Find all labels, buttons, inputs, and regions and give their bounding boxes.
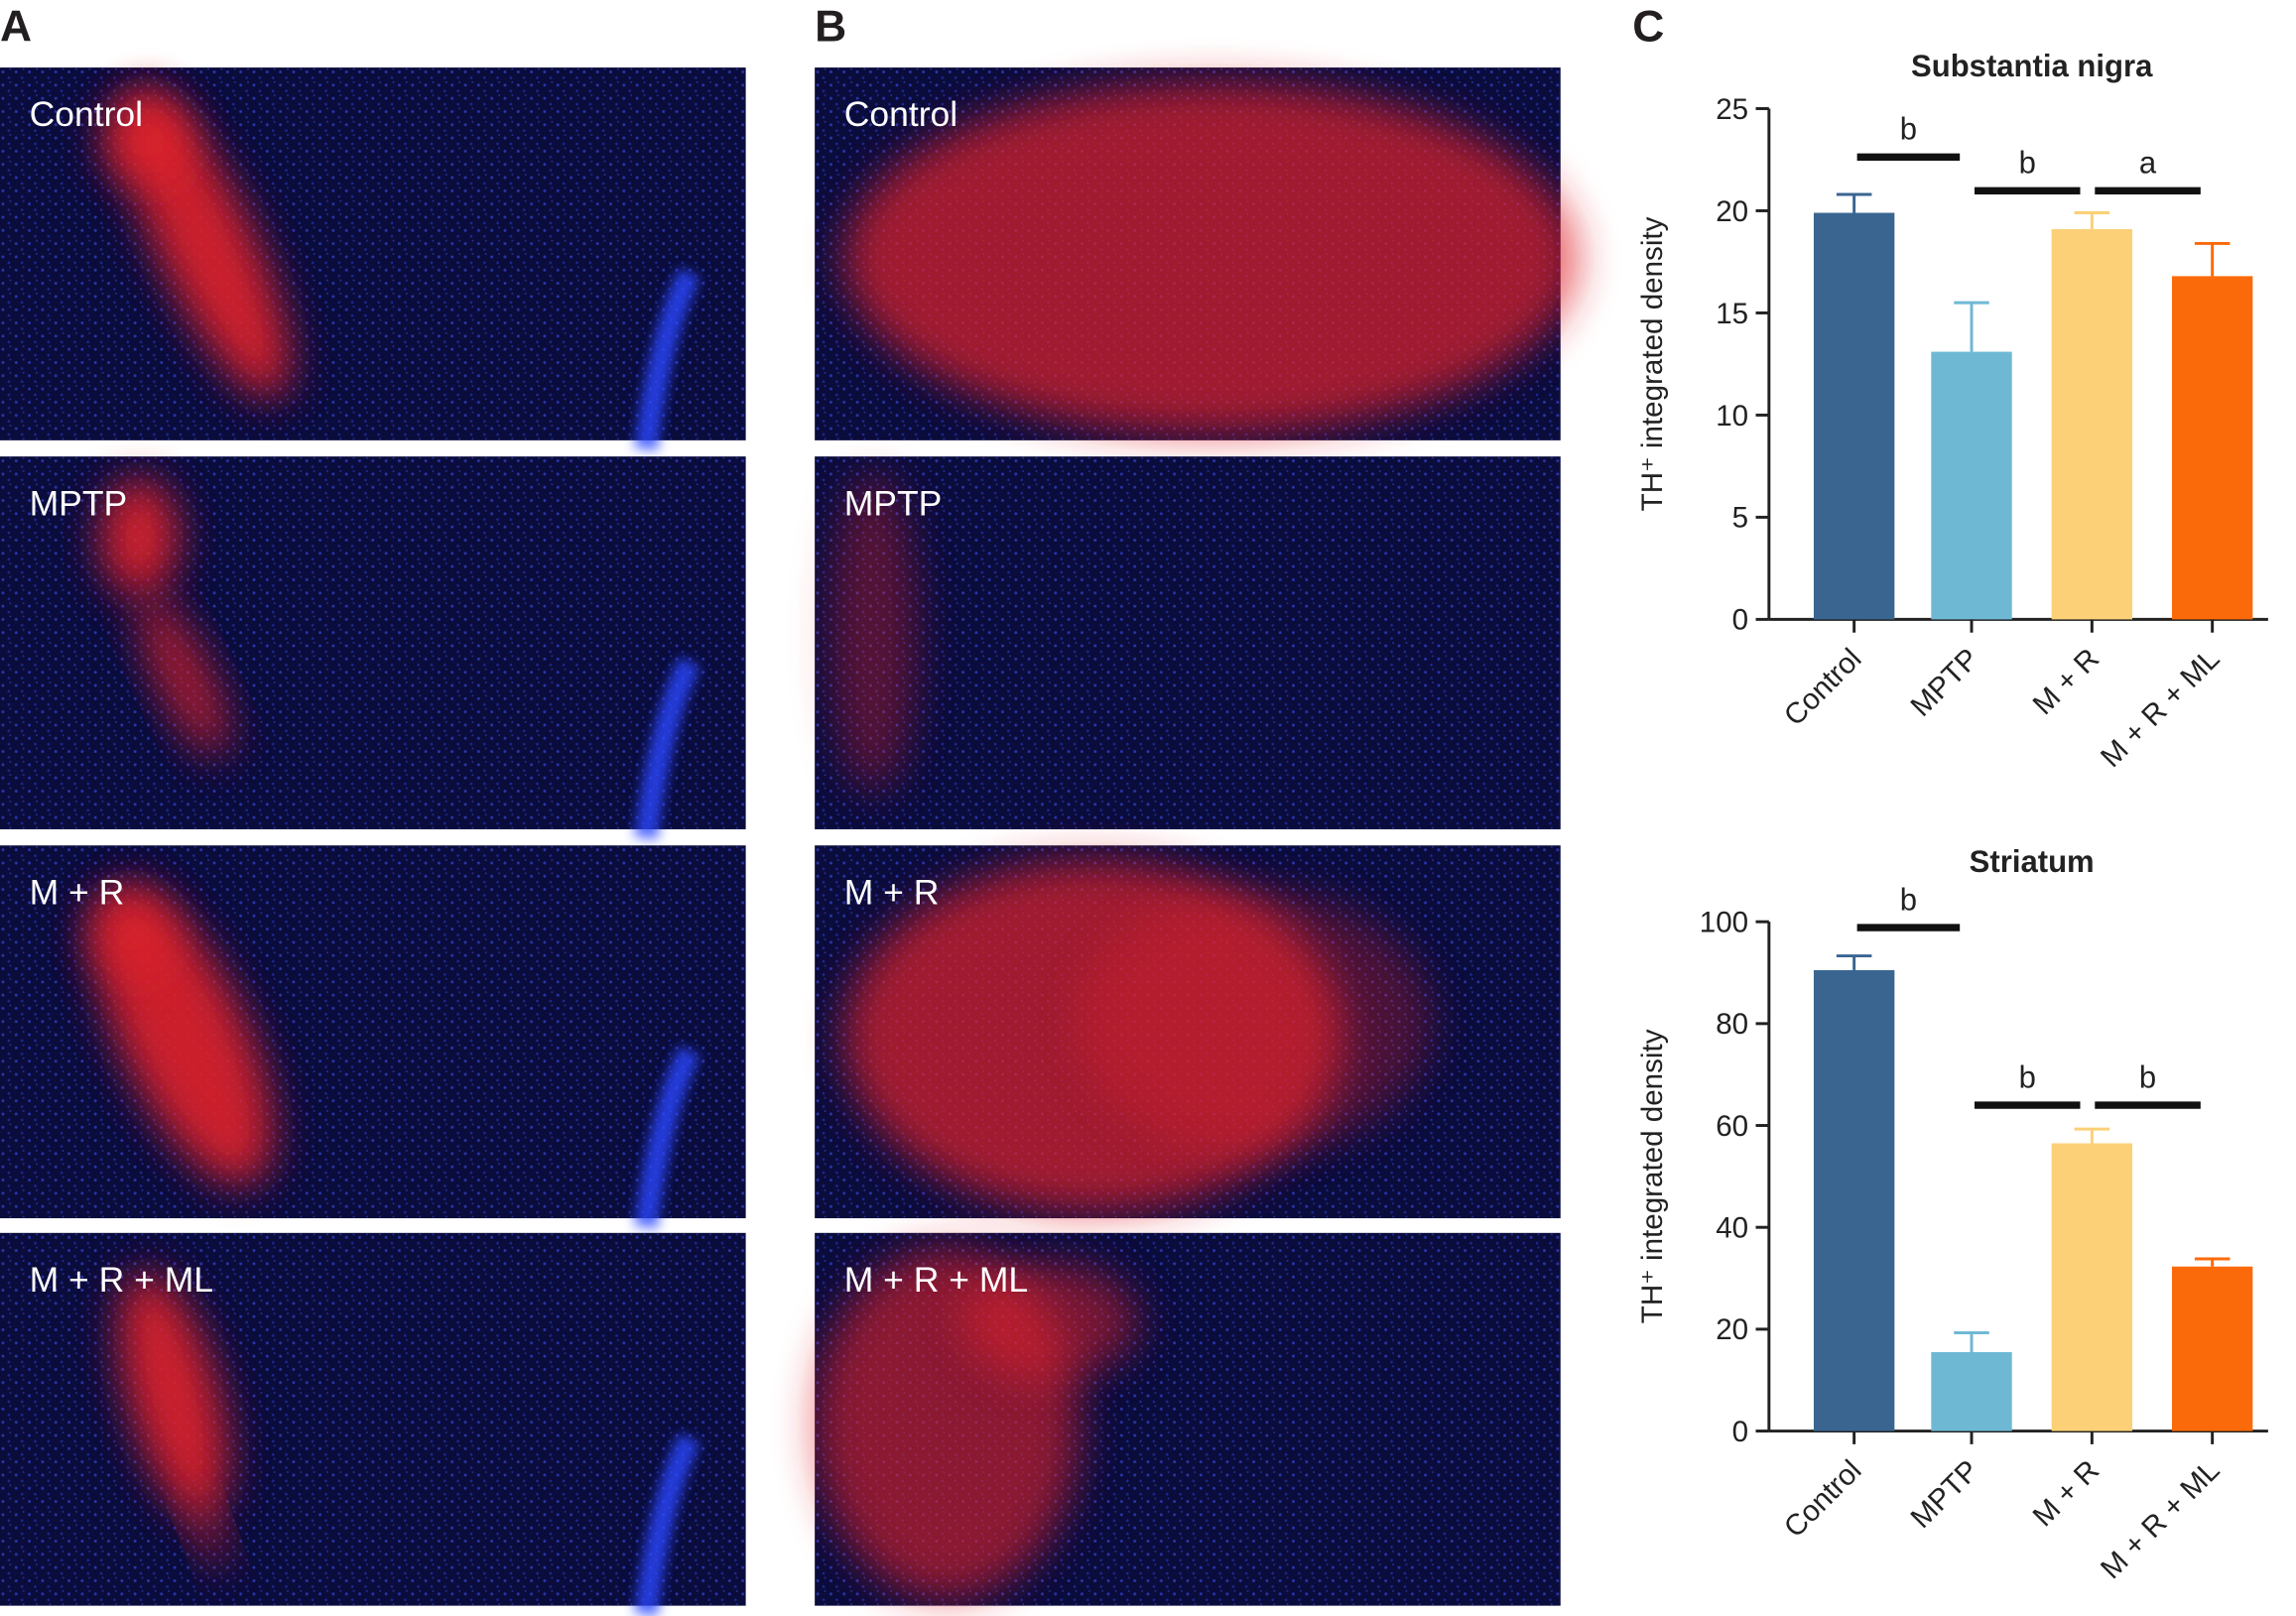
red-stain: [843, 81, 1579, 435]
significance-letter: b: [2019, 1059, 2036, 1094]
y-tick-label: 0: [1732, 1416, 1748, 1448]
y-tick-label: 0: [1732, 604, 1748, 637]
y-tick-label: 5: [1732, 502, 1748, 535]
x-tick-label: Control: [1778, 1454, 1868, 1545]
bar: [2051, 229, 2133, 620]
red-stain: [102, 96, 191, 186]
y-axis-label: TH⁺ integrated density: [1636, 216, 1669, 511]
image-label: MPTP: [30, 483, 128, 523]
y-tick-label: 40: [1716, 1212, 1748, 1245]
micrograph: M + R: [0, 845, 746, 1229]
bar: [1813, 212, 1895, 620]
y-tick-label: 25: [1716, 93, 1748, 126]
bar: [1931, 351, 2012, 620]
micrograph: M + R + ML: [0, 1232, 746, 1616]
micrograph: Control: [815, 67, 1579, 440]
micrograph: M + R: [815, 845, 1561, 1219]
image-label: Control: [844, 94, 957, 134]
image-label: Control: [30, 94, 143, 134]
x-tick-label: M + R + ML: [2095, 1454, 2227, 1586]
image-label: M + R + ML: [30, 1260, 213, 1300]
image-label: M + R + ML: [844, 1260, 1028, 1300]
y-tick-label: 20: [1716, 1313, 1748, 1346]
red-stain: [119, 1273, 227, 1516]
y-tick-label: 10: [1716, 400, 1748, 433]
blue-structure: [634, 656, 702, 840]
chart-title: Substantia nigra: [1911, 49, 2153, 83]
red-stain: [139, 595, 228, 758]
red-stain: [961, 1262, 1138, 1380]
image-background: [815, 456, 1561, 829]
image-label: M + R: [844, 872, 940, 912]
bar: [1813, 969, 1895, 1431]
significance-letter: b: [2139, 1059, 2156, 1094]
panel-letter: C: [1632, 2, 1664, 51]
y-tick-label: 100: [1700, 907, 1748, 939]
micrograph: MPTP: [0, 456, 746, 840]
significance-letter: b: [1900, 882, 1917, 917]
blue-structure: [634, 1432, 702, 1616]
red-stain: [101, 478, 179, 596]
x-tick-label: Control: [1778, 642, 1868, 732]
blue-structure: [634, 267, 702, 451]
x-tick-label: MPTP: [1904, 642, 1984, 722]
red-stain: [1079, 889, 1432, 1154]
significance-letter: b: [2019, 146, 2036, 181]
x-tick-label: MPTP: [1904, 1454, 1984, 1535]
blue-structure: [634, 1046, 702, 1229]
bar: [2171, 1266, 2253, 1431]
micrograph: MPTP: [815, 456, 1561, 829]
image-label: MPTP: [844, 483, 943, 523]
significance-letter: a: [2139, 146, 2157, 181]
y-tick-label: 20: [1716, 195, 1748, 228]
y-tick-label: 60: [1716, 1110, 1748, 1143]
x-tick-label: M + R + ML: [2095, 642, 2227, 774]
red-stain: [829, 470, 918, 795]
micrograph: Control: [0, 67, 746, 451]
red-stain: [185, 1484, 226, 1568]
panel-letter: A: [0, 2, 32, 51]
y-axis-label: TH⁺ integrated density: [1636, 1029, 1669, 1323]
significance-letter: b: [1900, 112, 1917, 147]
x-tick-label: M + R: [2026, 1454, 2105, 1534]
chart-title: Striatum: [1970, 844, 2095, 879]
red-stain: [87, 889, 177, 978]
bar: [1931, 1351, 2012, 1431]
x-tick-label: M + R: [2026, 642, 2105, 721]
image-label: M + R: [30, 872, 125, 912]
bar: [2171, 276, 2253, 620]
bar: [2051, 1143, 2133, 1431]
y-tick-label: 15: [1716, 298, 1748, 330]
y-tick-label: 80: [1716, 1008, 1748, 1041]
micrograph: M + R + ML: [815, 1232, 1561, 1606]
panel-letter: B: [815, 2, 846, 51]
